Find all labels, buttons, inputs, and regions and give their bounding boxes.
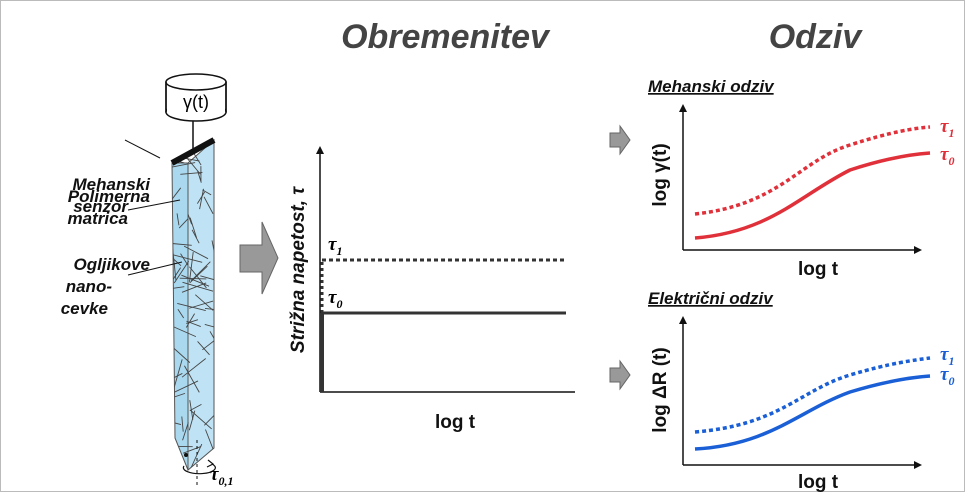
x-label: log t [435,412,476,433]
x-label: log t [798,472,839,492]
text-part: 0 [948,374,954,388]
gauge-top [166,74,226,90]
text-part: 0 [948,154,954,168]
y-label: Strižna napetost, τ [288,186,309,353]
figure: Obremenitev Odziv γ(t) τ0,1 Mehanskisenz… [0,0,965,492]
text-part: 1 [948,126,954,140]
text-part: matrica [68,209,128,228]
gauge-label: γ(t) [183,92,209,112]
text-part: 0 [336,297,342,311]
x-label: log t [798,259,839,280]
y-label: log γ(t) [650,143,671,206]
heading-load: Obremenitev [341,18,551,56]
y-label: log ΔR (t) [650,347,671,432]
text-part: Ogljikove [73,255,150,274]
text-part: 1 [336,244,342,258]
text-part: nano- [66,277,113,296]
rotation-dot [184,453,188,457]
text-part: 0,1 [218,474,233,488]
heading-response: Odziv [769,18,864,56]
text-part: Polimerna [68,187,150,206]
text-part: cevke [61,299,108,318]
elec-title: Električni odziv [648,289,774,308]
text-part: 1 [948,354,954,368]
mech-title: Mehanski odziv [648,77,775,96]
frame [1,1,965,492]
